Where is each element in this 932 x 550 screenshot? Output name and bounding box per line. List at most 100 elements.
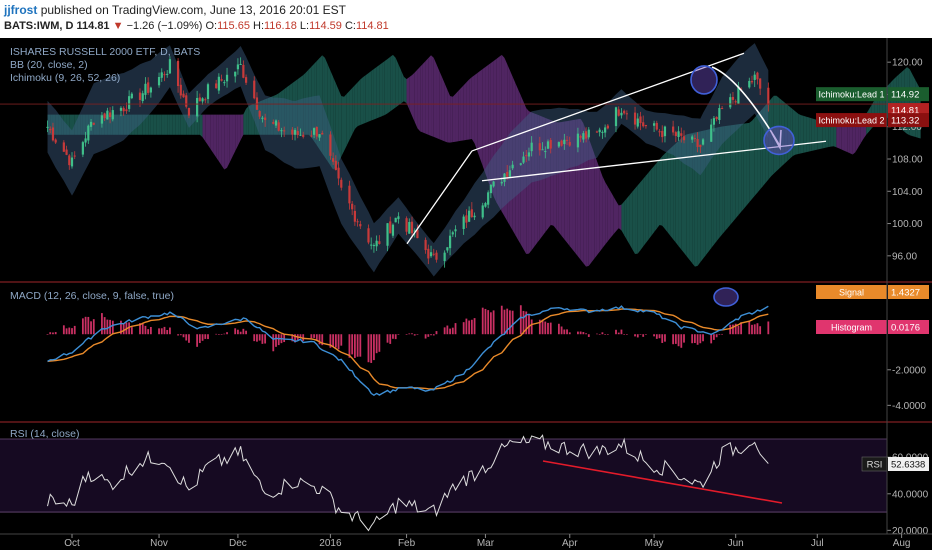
cloud-segment <box>180 114 184 135</box>
ichimoku-legend: Ichimoku (9, 26, 52, 26) <box>10 72 120 84</box>
candle-body <box>299 134 302 136</box>
candle-body <box>394 217 397 223</box>
candle-body <box>587 129 590 138</box>
histogram-bar <box>220 334 223 335</box>
histogram-bar <box>642 334 645 337</box>
histogram-bar <box>443 327 446 335</box>
candle-body <box>410 221 414 234</box>
candle-body <box>633 112 637 125</box>
cloud-segment <box>227 114 230 168</box>
cloud-segment <box>115 114 119 135</box>
cloud-segment <box>697 131 701 266</box>
histogram-bar <box>65 328 68 335</box>
cloud-segment <box>91 114 94 135</box>
cloud-segment <box>346 90 350 146</box>
candle-body <box>375 240 378 247</box>
cloud-segment <box>689 133 693 264</box>
candle-body <box>318 134 321 138</box>
time-axis[interactable]: Oct Nov Dec 2016 Feb Mar Apr May Jun Jul Aug <box>0 533 932 549</box>
histogram-bar <box>139 323 141 335</box>
histogram-bar <box>234 328 237 335</box>
candle-body <box>253 80 256 99</box>
candle-body <box>239 63 242 65</box>
cloud-segment <box>218 114 222 166</box>
label-name: Ichimoku:Lead 1 <box>818 90 884 100</box>
label-value-box <box>888 87 929 102</box>
label-name-box <box>816 285 887 299</box>
cloud-segment <box>626 194 630 245</box>
histogram-bar <box>465 318 468 335</box>
candle-body <box>370 244 373 246</box>
cloud-segment <box>72 114 75 135</box>
cloud-segment <box>188 114 192 135</box>
histogram-bar <box>449 328 451 335</box>
cloud-segment <box>825 122 829 148</box>
cloud-segment <box>425 58 429 135</box>
cloud-segment <box>705 129 709 256</box>
cloud-segment <box>509 70 513 231</box>
cloud-segment <box>63 114 67 135</box>
candle-body <box>737 86 740 104</box>
candle-body <box>321 133 324 135</box>
candle-body <box>236 64 240 70</box>
candle-body <box>149 87 152 93</box>
cloud-segment <box>798 113 801 154</box>
candle-body <box>302 134 305 137</box>
candle-body <box>367 228 370 243</box>
cloud-segment <box>191 114 195 135</box>
candle-body <box>272 122 275 124</box>
histogram-bar <box>359 334 362 357</box>
candle-body <box>264 117 267 121</box>
histogram-bar <box>563 329 566 335</box>
candle-body <box>568 142 571 146</box>
histogram-bar <box>242 328 245 335</box>
macd-line <box>47 305 769 397</box>
time-tick-label: Jun <box>728 538 744 549</box>
histogram-bar <box>71 328 73 335</box>
cloud-segment <box>847 123 850 154</box>
histogram-bar <box>487 310 490 335</box>
candle-body <box>204 99 207 101</box>
cloud-segment <box>852 123 856 155</box>
histogram-bar <box>318 334 321 345</box>
cloud-segment <box>586 130 589 267</box>
axis-tick-label: 100.00 <box>892 219 923 230</box>
author-link[interactable]: jjfrost <box>4 3 38 17</box>
cloud-segment <box>490 60 494 197</box>
histogram-bar <box>351 334 354 355</box>
cloud-segment <box>673 143 676 243</box>
candle-body <box>500 181 503 184</box>
cloud-segment <box>466 79 470 140</box>
candle-body <box>584 131 588 139</box>
time-tick-label: Jul <box>811 538 824 549</box>
histogram-bar <box>163 326 166 335</box>
histogram-bar <box>334 334 337 348</box>
candles <box>46 56 770 268</box>
cloud-segment <box>526 108 529 254</box>
cloud-segment <box>439 70 442 141</box>
histogram-bar <box>367 334 370 363</box>
cloud-segment <box>382 60 385 117</box>
cloud-segment <box>395 57 399 108</box>
label-name: RSI <box>867 460 883 471</box>
histogram-bar <box>568 332 571 335</box>
histogram-bar <box>489 312 492 335</box>
chart-area[interactable]: 120.00116.00112.00108.00104.00100.0096.0… <box>0 38 932 550</box>
histogram-bar <box>90 321 92 335</box>
cloud-segment <box>441 76 445 142</box>
cloud-segment <box>460 85 464 141</box>
candle-body <box>625 113 628 115</box>
candle-body <box>372 245 376 247</box>
cloud-segment <box>588 138 592 266</box>
price-pane[interactable]: 120.00116.00112.00108.00104.00100.0096.0… <box>0 43 929 277</box>
cloud-segment <box>297 77 301 135</box>
candle-body <box>356 221 359 223</box>
macd-pane[interactable]: -2.0000 -4.0000 Signal 1.4327 Histogram 0.01… <box>10 285 929 412</box>
cloud-segment <box>469 77 472 140</box>
cloud-segment <box>542 116 546 236</box>
candle-body <box>448 235 452 249</box>
cloud-segment <box>167 114 170 135</box>
cloud-segment <box>637 182 641 254</box>
histogram-bar <box>373 334 375 361</box>
